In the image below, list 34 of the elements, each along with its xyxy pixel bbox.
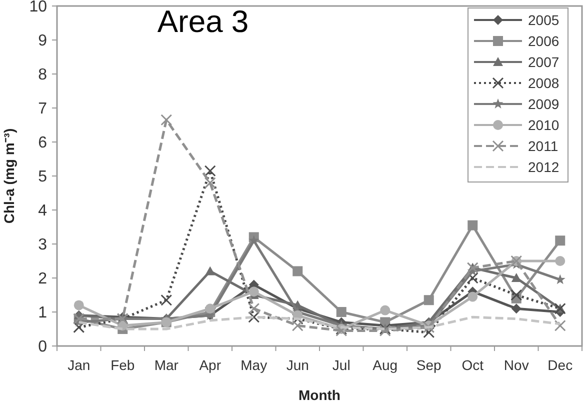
y-axis-title: Chl-a (mg m⁻³) xyxy=(1,128,17,224)
x-tick-label: Mar xyxy=(154,357,179,373)
legend-label: 2010 xyxy=(528,116,560,133)
x-tick-label: Apr xyxy=(199,357,222,373)
x-tick-label: Aug xyxy=(372,357,398,373)
x-tick-label: Sep xyxy=(416,357,442,373)
x-axis-title: Month xyxy=(298,387,340,403)
legend-label: 2005 xyxy=(528,12,560,28)
y-tick-label: 5 xyxy=(38,168,48,186)
x-tick-label: Jan xyxy=(68,357,90,373)
y-tick-label: 0 xyxy=(38,338,48,356)
legend-label: 2009 xyxy=(528,96,560,112)
x-tick-label: Jul xyxy=(332,357,350,373)
legend-label: 2011 xyxy=(528,138,558,154)
y-tick-label: 9 xyxy=(38,32,48,50)
y-tick-label: 4 xyxy=(38,202,48,220)
legend-label: 2008 xyxy=(528,74,560,91)
x-tick-label: Oct xyxy=(462,357,484,373)
y-tick-label: 10 xyxy=(29,0,48,16)
y-tick-label: 7 xyxy=(38,100,48,118)
legend-label: 2007 xyxy=(528,54,560,70)
x-tick-label: Jun xyxy=(286,357,309,373)
y-tick-label: 2 xyxy=(38,270,48,288)
y-tick-label: 3 xyxy=(38,236,48,254)
legend-label: 2012 xyxy=(528,158,560,175)
x-tick-label: Feb xyxy=(110,357,135,373)
x-tick-label: Dec xyxy=(548,357,573,373)
x-tick-label: Nov xyxy=(504,357,529,373)
legend-label: 2006 xyxy=(528,32,560,49)
x-tick-label: May xyxy=(240,357,268,373)
y-tick-label: 6 xyxy=(38,134,48,152)
y-tick-label: 8 xyxy=(38,66,48,84)
chart-title: Area 3 xyxy=(157,4,249,39)
y-tick-label: 1 xyxy=(38,304,48,322)
